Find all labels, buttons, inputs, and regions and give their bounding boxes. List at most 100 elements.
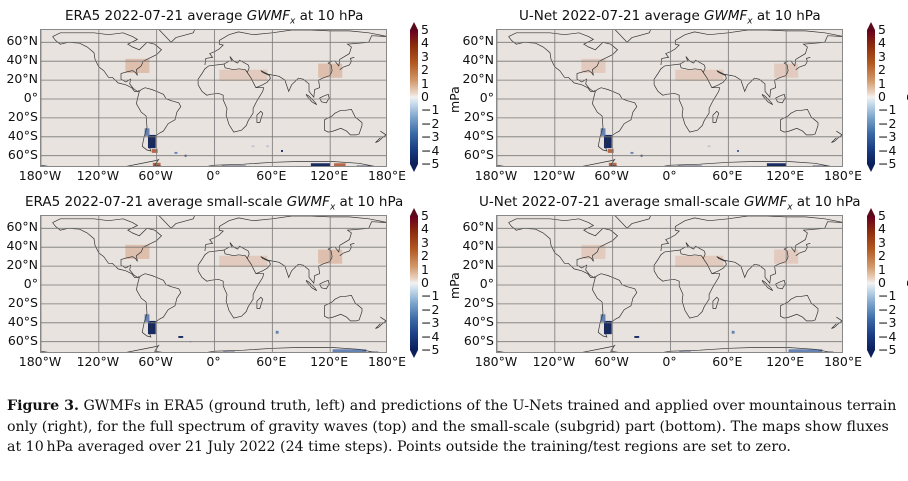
- flux-cell: [600, 314, 606, 322]
- flux-cell: [356, 165, 372, 166]
- title-variable: GWMF: [286, 194, 330, 210]
- title-suffix: at 10 hPa: [752, 8, 821, 24]
- y-tick-label: 40°S: [7, 313, 38, 329]
- coastline: [52, 32, 163, 92]
- x-tick-label: 180°W: [474, 168, 518, 183]
- x-tick-label: 180°W: [18, 354, 62, 369]
- map-plot-area: [40, 29, 387, 167]
- flux-cell: [731, 330, 735, 334]
- colorbar-tick-label: 3: [878, 234, 886, 250]
- colorbar-tick-label: −4: [421, 328, 440, 344]
- flux-cell: [603, 320, 612, 335]
- colorbar-tick-label: 2: [421, 248, 429, 264]
- title-suffix: at 10 hPa: [295, 8, 364, 24]
- flux-cell: [332, 349, 367, 352]
- y-tick-label: 20°S: [463, 108, 494, 124]
- flux-cell: [707, 145, 711, 148]
- map-svg: [41, 216, 386, 352]
- coastline: [255, 221, 386, 284]
- colorbar-tick-label: −4: [878, 142, 897, 158]
- colorbar-tick-label: −1: [878, 102, 897, 118]
- coastline: [761, 280, 773, 291]
- flux-cell: [603, 134, 612, 149]
- colorbar-extend-min-icon: [867, 350, 875, 358]
- flux-cell: [334, 163, 346, 166]
- coastline: [711, 221, 842, 284]
- x-tick-label: 0°: [206, 168, 221, 183]
- colorbar-extend-max-icon: [410, 22, 418, 30]
- colorbar-tick-label: 0: [878, 89, 886, 104]
- colorbar-extend-min-icon: [867, 164, 875, 172]
- colorbar-tick-label: −1: [878, 288, 897, 304]
- flux-cell: [310, 163, 331, 166]
- caption-text: GWMFs in ERA5 (ground truth, left) and p…: [7, 398, 897, 455]
- x-tick-label: 60°E: [712, 354, 743, 369]
- colorbar-gradient: [410, 216, 418, 350]
- y-tick-label: 60°N: [462, 219, 494, 235]
- y-tick-label: 40°N: [462, 52, 494, 68]
- y-tick-label: 20°N: [6, 257, 38, 273]
- title-subscript: x: [329, 202, 336, 213]
- y-tick-label: 20°S: [463, 294, 494, 310]
- y-tick-label: 60°S: [7, 332, 38, 348]
- panel-title: ERA5 2022-07-21 average small-scale GWMF…: [25, 194, 403, 213]
- flux-cell: [600, 128, 606, 136]
- flux-cell: [151, 149, 158, 153]
- panel-title: U-Net 2022-07-21 average GWMFx at 10 hPa: [519, 8, 821, 27]
- coastline: [324, 295, 363, 322]
- map-plot-area: [496, 29, 843, 167]
- coastline: [375, 130, 386, 143]
- colorbar-tick-label: −5: [421, 156, 440, 171]
- colorbar-tick-label: 1: [878, 261, 886, 277]
- flux-cell: [147, 134, 156, 149]
- colorbar-tick-label: −3: [878, 129, 897, 145]
- y-tick-label: 40°S: [463, 313, 494, 329]
- colorbar-tick-label: −5: [421, 342, 440, 357]
- flux-cell: [607, 149, 614, 153]
- map-plot-area: [496, 215, 843, 353]
- coastline: [339, 243, 355, 256]
- x-tick-label: 0°: [662, 354, 677, 369]
- y-tick-label: 40°N: [6, 52, 38, 68]
- x-tick-label: 120°W: [76, 168, 120, 183]
- y-tick-label: 20°N: [462, 257, 494, 273]
- flux-cell: [788, 349, 823, 352]
- coastline: [319, 279, 330, 290]
- y-tick-label: 0°: [479, 90, 494, 105]
- y-tick-label: 40°S: [7, 127, 38, 143]
- colorbar-tick-label: 3: [421, 48, 429, 64]
- coastline: [712, 110, 720, 123]
- colorbar-tick-label: −2: [421, 115, 440, 131]
- colorbar-tick-label: 2: [421, 62, 429, 78]
- caption-label: Figure 3.: [7, 398, 79, 414]
- colorbar-tick-label: 5: [421, 22, 429, 37]
- coastline: [592, 87, 638, 152]
- flux-cell: [131, 166, 134, 167]
- colorbar-gradient: [867, 30, 875, 164]
- colorbar-tick-label: 5: [878, 208, 886, 223]
- colorbar-tick-label: 2: [878, 62, 886, 78]
- title-subscript: x: [747, 16, 753, 27]
- flux-cell: [219, 69, 268, 82]
- x-tick-label: 0°: [662, 168, 677, 183]
- coastline: [592, 273, 638, 338]
- coastline: [712, 296, 720, 309]
- panel-title: ERA5 2022-07-21 average GWMFx at 10 hPa: [65, 8, 363, 27]
- x-tick-label: 60°E: [256, 168, 287, 183]
- colorbar-tick-label: −1: [421, 102, 440, 118]
- coastline: [660, 216, 842, 252]
- coastline: [653, 63, 721, 133]
- colorbar-tick-label: 4: [421, 221, 429, 237]
- colorbar-tick-label: 3: [421, 234, 429, 250]
- title-subscript: x: [787, 202, 793, 213]
- colorbar-extend-max-icon: [867, 208, 875, 216]
- coastline: [660, 30, 842, 66]
- map-plot-area: [40, 215, 387, 353]
- title-variable: GWMF: [246, 8, 291, 24]
- coastline: [256, 296, 264, 309]
- x-tick-label: 60°W: [138, 168, 173, 183]
- title-suffix: at 10 hPa: [792, 194, 861, 210]
- coastline: [136, 273, 182, 338]
- colorbar-unit-label: mPa: [904, 86, 908, 113]
- flux-cell: [178, 336, 184, 338]
